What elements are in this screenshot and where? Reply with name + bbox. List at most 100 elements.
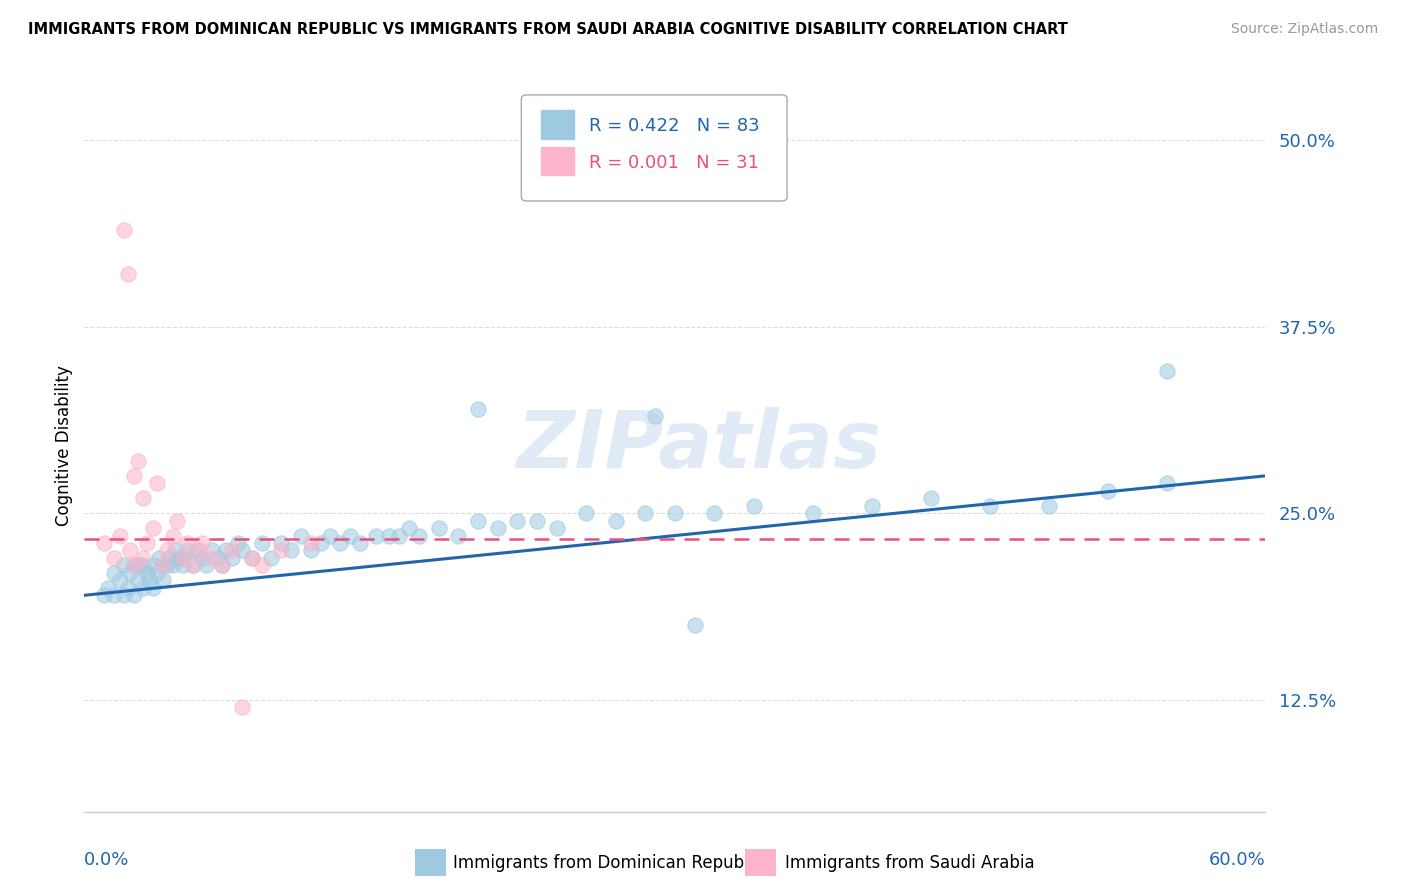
Point [156, 543, 179, 558]
Point [467, 401, 489, 416]
Point [240, 551, 263, 566]
Point [93, 536, 115, 550]
Point [181, 558, 204, 573]
Text: IMMIGRANTS FROM DOMINICAN REPUBLIC VS IMMIGRANTS FROM SAUDI ARABIA COGNITIVE DIS: IMMIGRANTS FROM DOMINICAN REPUBLIC VS IM… [28, 22, 1069, 37]
Point [250, 558, 273, 573]
Point [231, 700, 253, 714]
Point [546, 521, 568, 535]
Point [112, 222, 135, 236]
Point [408, 528, 430, 542]
Point [447, 528, 470, 542]
Point [211, 558, 233, 573]
Point [250, 536, 273, 550]
Point [157, 551, 180, 566]
Point [201, 551, 224, 566]
Point [801, 506, 824, 520]
Point [122, 558, 145, 573]
Point [146, 566, 169, 580]
Point [309, 536, 332, 550]
Point [132, 491, 155, 506]
Point [142, 581, 165, 595]
FancyBboxPatch shape [541, 110, 575, 139]
Point [260, 551, 283, 566]
Point [132, 581, 155, 595]
Text: 60.0%: 60.0% [1209, 851, 1265, 869]
Point [132, 551, 155, 566]
Text: Immigrants from Dominican Republic: Immigrants from Dominican Republic [453, 854, 762, 871]
Point [162, 528, 184, 542]
Point [108, 528, 131, 542]
Point [860, 499, 883, 513]
Point [378, 528, 401, 542]
Point [195, 558, 218, 573]
Point [148, 551, 170, 566]
Point [117, 581, 139, 595]
Point [118, 566, 141, 580]
Point [364, 528, 387, 542]
Text: Source: ZipAtlas.com: Source: ZipAtlas.com [1230, 22, 1378, 37]
Point [172, 558, 194, 573]
Point [683, 618, 706, 632]
Point [1156, 476, 1178, 491]
Point [163, 543, 186, 558]
Point [215, 543, 238, 558]
Point [176, 536, 198, 550]
Point [526, 514, 548, 528]
Point [506, 514, 529, 528]
Point [742, 499, 765, 513]
Point [605, 514, 627, 528]
Point [112, 558, 135, 573]
Point [240, 551, 263, 566]
Point [467, 514, 489, 528]
Y-axis label: Cognitive Disability: Cognitive Disability [55, 366, 73, 526]
Point [97, 581, 120, 595]
Point [221, 551, 243, 566]
Point [290, 528, 312, 542]
Point [118, 543, 141, 558]
Point [703, 506, 725, 520]
Point [319, 528, 342, 542]
Point [132, 558, 155, 573]
Point [644, 409, 666, 424]
Point [207, 551, 229, 566]
Point [181, 558, 204, 573]
Point [575, 506, 598, 520]
Point [201, 543, 224, 558]
Point [280, 543, 302, 558]
Point [187, 543, 209, 558]
Point [299, 543, 322, 558]
Point [1038, 499, 1060, 513]
Point [270, 543, 292, 558]
Point [299, 536, 322, 550]
Point [634, 506, 657, 520]
Point [108, 574, 131, 588]
Text: ZIPatlas: ZIPatlas [516, 407, 882, 485]
Point [664, 506, 686, 520]
Point [103, 588, 125, 602]
Point [226, 536, 249, 550]
FancyBboxPatch shape [522, 95, 787, 201]
Point [142, 521, 165, 535]
Point [349, 536, 371, 550]
Point [166, 514, 188, 528]
Point [117, 268, 139, 282]
Point [388, 528, 411, 542]
Point [167, 551, 190, 566]
Point [127, 454, 149, 468]
Point [138, 574, 160, 588]
Point [270, 536, 292, 550]
Point [152, 574, 174, 588]
Point [146, 476, 169, 491]
Point [156, 558, 179, 573]
Point [103, 551, 125, 566]
Point [1097, 483, 1119, 498]
Text: R = 0.001   N = 31: R = 0.001 N = 31 [589, 154, 759, 172]
Point [122, 558, 145, 573]
Point [172, 551, 194, 566]
Text: Immigrants from Saudi Arabia: Immigrants from Saudi Arabia [785, 854, 1035, 871]
Point [191, 551, 214, 566]
Point [136, 566, 159, 580]
Point [127, 574, 149, 588]
Point [112, 588, 135, 602]
Text: R = 0.422   N = 83: R = 0.422 N = 83 [589, 118, 759, 136]
